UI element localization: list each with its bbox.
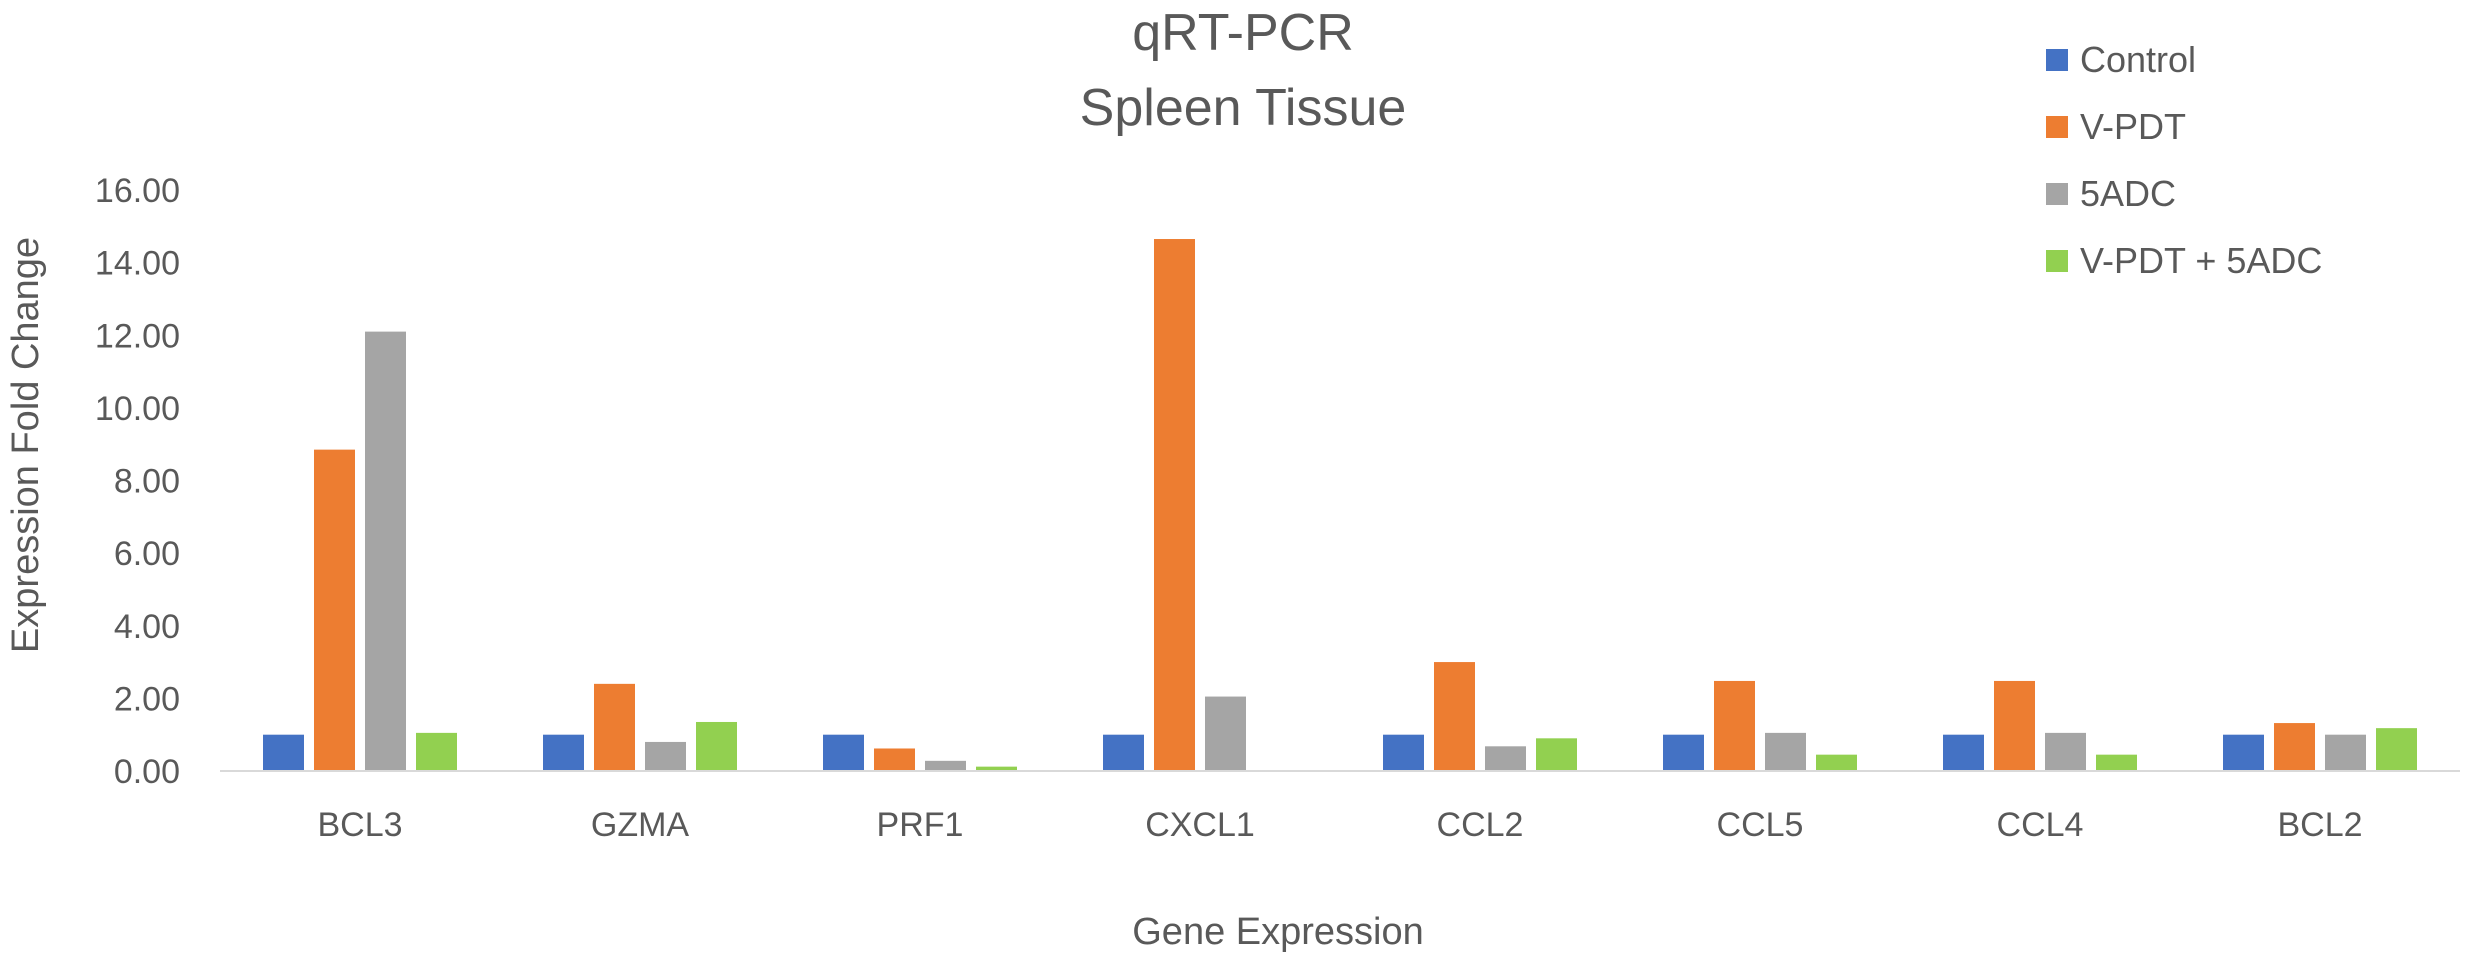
bar-ccl5-5adc [1765,732,1806,771]
x-tick-label: CCL4 [1997,806,2084,844]
bar-gzma-5adc [645,741,686,771]
legend: Control V-PDT 5ADC V-PDT + 5ADC [2046,39,2322,281]
bar-bcl2-control [2223,734,2264,771]
bar-ccl4-v-pdt-5adc [2096,754,2137,771]
legend-label: Control [2080,39,2196,80]
x-tick-label: CCL2 [1437,806,1524,844]
bar-ccl5-control [1663,734,1704,771]
bar-ccl4-5adc [2045,732,2086,771]
y-tick-label: 10.00 [95,390,180,428]
legend-label: V-PDT + 5ADC [2080,240,2322,281]
bar-gzma-v-pdt-5adc [696,721,737,771]
bar-ccl5-v-pdt [1714,680,1755,771]
bar-bcl3-control [263,734,304,771]
legend-swatch [2046,183,2068,205]
y-axis-title: Expression Fold Change [5,237,47,653]
bars [263,239,2417,772]
y-tick-label: 2.00 [114,680,180,718]
bar-cxcl1-5adc [1205,696,1246,771]
bar-gzma-control [543,734,584,771]
bar-bcl2-v-pdt-5adc [2376,728,2417,771]
y-tick-label: 0.00 [114,753,180,791]
legend-swatch [2046,49,2068,71]
y-tick-label: 14.00 [95,245,180,283]
bar-ccl2-v-pdt-5adc [1536,738,1577,771]
y-tick-label: 16.00 [95,172,180,210]
y-tick-label: 4.00 [114,608,180,646]
bar-bcl3-5adc [365,331,406,771]
bar-bcl3-v-pdt [314,449,355,771]
x-tick-label: CCL5 [1717,806,1804,844]
chart-title-line-2: Spleen Tissue [1080,79,1407,137]
chart-title: qRT-PCR Spleen Tissue [1080,4,1407,137]
legend-label: V-PDT [2080,106,2186,147]
x-axis-title: Gene Expression [1132,911,1424,953]
y-axis-ticks: 0.00 2.00 4.00 6.00 8.00 10.00 12.00 14.00 16.00 [95,172,180,791]
bar-bcl2-5adc [2325,734,2366,771]
x-tick-label: GZMA [591,806,690,844]
bar-prf1-5adc [925,760,966,771]
x-tick-label: CXCL1 [1145,806,1255,844]
x-tick-label: PRF1 [877,806,964,844]
bar-ccl2-v-pdt [1434,662,1475,771]
bar-ccl2-control [1383,734,1424,771]
bar-ccl4-v-pdt [1994,680,2035,771]
bar-ccl2-5adc [1485,746,1526,771]
y-tick-label: 12.00 [95,317,180,355]
legend-swatch [2046,116,2068,138]
legend-label: 5ADC [2080,173,2176,214]
y-tick-label: 6.00 [114,535,180,573]
y-tick-label: 8.00 [114,463,180,501]
bar-ccl5-v-pdt-5adc [1816,754,1857,771]
bar-prf1-control [823,734,864,771]
x-tick-label: BCL3 [317,806,402,844]
bar-prf1-v-pdt-5adc [976,766,1017,771]
bar-bcl3-v-pdt-5adc [416,732,457,771]
chart-title-line-1: qRT-PCR [1132,4,1354,62]
x-tick-label: BCL2 [2277,806,2362,844]
bar-cxcl1-v-pdt [1154,239,1195,772]
bar-bcl2-v-pdt [2274,723,2315,771]
bar-gzma-v-pdt [594,683,635,771]
legend-swatch [2046,250,2068,272]
bar-prf1-v-pdt [874,748,915,771]
bar-cxcl1-control [1103,734,1144,771]
x-axis-ticks: BCL3 GZMA PRF1 CXCL1 CCL2 CCL5 CCL4 BCL2 [317,806,2362,844]
bar-ccl4-control [1943,734,1984,771]
